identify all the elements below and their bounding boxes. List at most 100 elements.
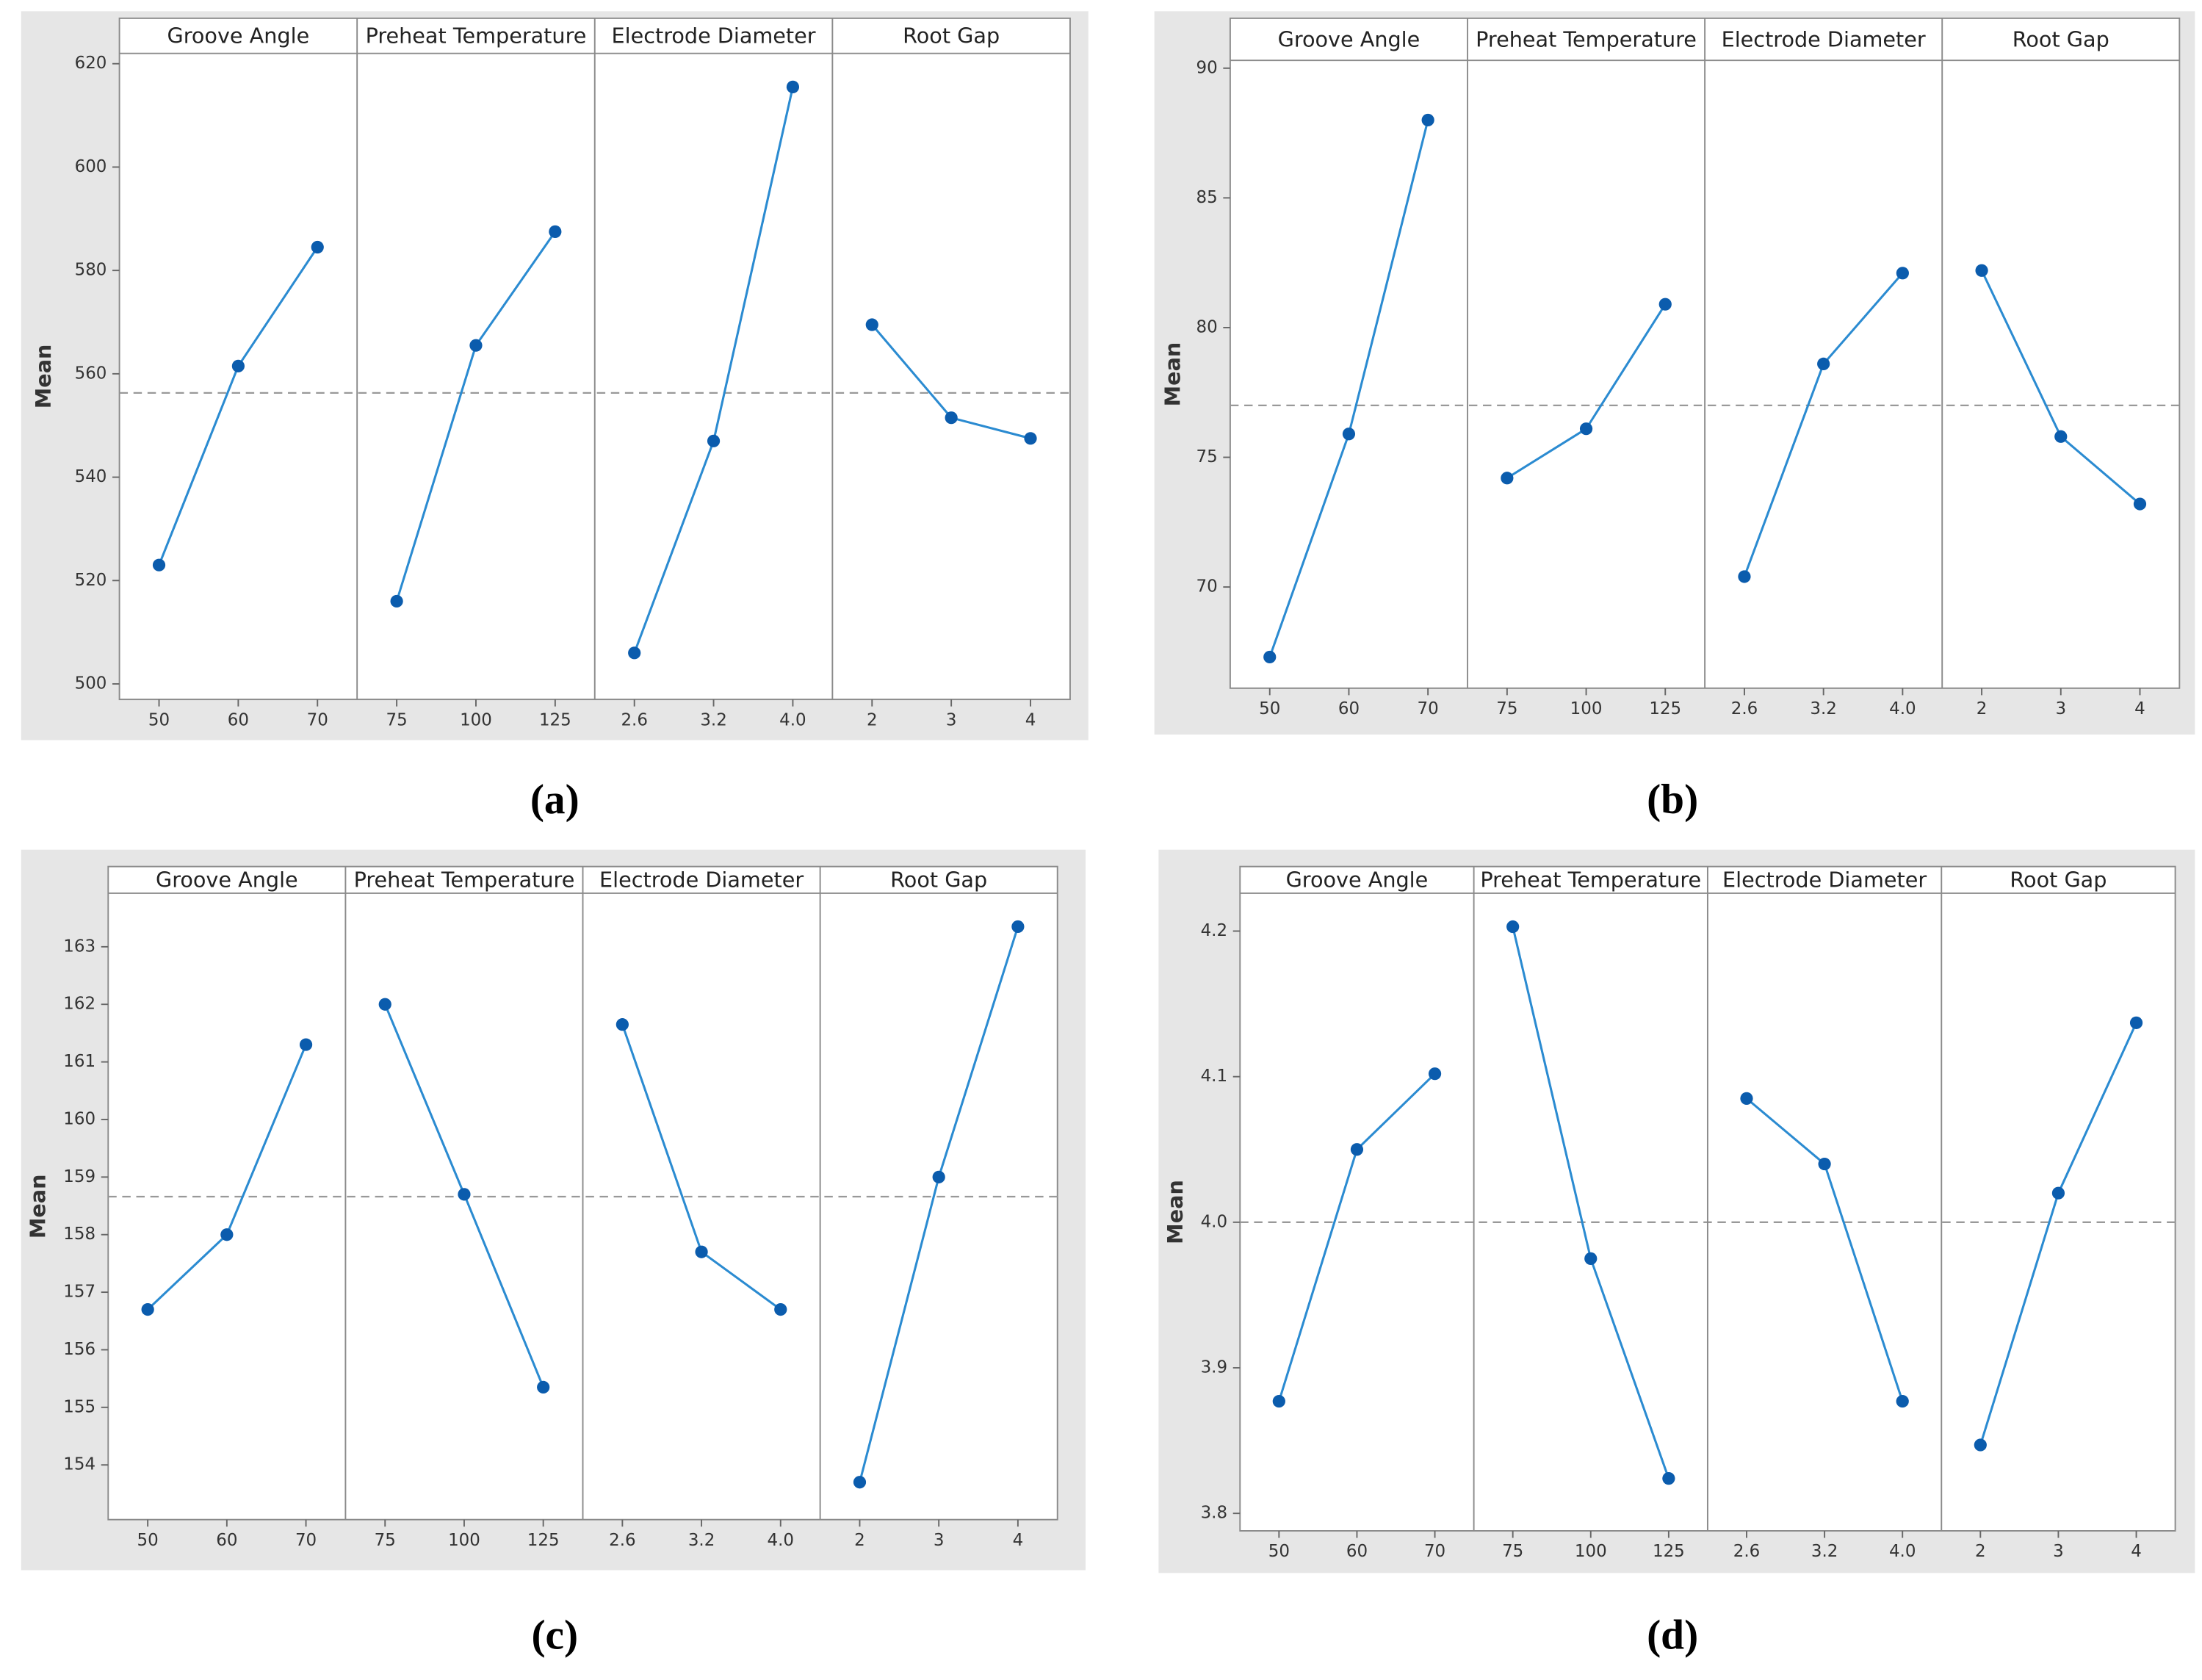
x-tick-label: 50	[137, 1531, 159, 1550]
x-tick-label: 2.6	[1733, 1542, 1760, 1561]
x-tick-label: 70	[295, 1531, 317, 1550]
y-tick-label: 4.1	[1201, 1067, 1227, 1086]
x-tick-label: 75	[1502, 1542, 1523, 1561]
y-tick-label: 85	[1196, 188, 1217, 207]
effect-point	[390, 594, 403, 608]
x-tick-label: 70	[1424, 1542, 1445, 1561]
effect-point	[616, 1018, 629, 1031]
effect-point	[2133, 497, 2147, 511]
effect-point	[1818, 1157, 1831, 1171]
caption: (a)	[530, 776, 580, 823]
effect-point	[1584, 1252, 1598, 1265]
panel-title: Root Gap	[890, 868, 987, 893]
x-tick-label: 3.2	[1810, 699, 1836, 718]
panel-title: Preheat Temperature	[366, 24, 587, 48]
effect-point	[1974, 1438, 1987, 1452]
x-tick-label: 2.6	[621, 710, 647, 729]
effect-point	[1817, 357, 1830, 370]
effect-point	[786, 80, 800, 93]
x-tick-label: 100	[448, 1531, 480, 1550]
x-tick-label: 100	[460, 710, 492, 729]
x-tick-label: 4.0	[779, 710, 806, 729]
effect-point	[152, 558, 166, 572]
y-tick-label: 70	[1196, 577, 1217, 596]
panel-title: Root Gap	[2013, 26, 2109, 51]
panel-title: Preheat Temperature	[354, 868, 575, 893]
y-axis-label: Mean	[1160, 342, 1185, 407]
x-tick-label: 4.0	[1889, 1542, 1916, 1561]
effect-point	[1740, 1092, 1753, 1105]
panel-title: Preheat Temperature	[1480, 868, 1701, 893]
x-tick-label: 2.6	[609, 1531, 635, 1550]
y-axis-label: Mean	[31, 345, 56, 409]
panel-title: Electrode Diameter	[599, 868, 804, 893]
y-tick-label: 154	[63, 1455, 95, 1474]
effect-point	[865, 318, 878, 331]
effect-point	[707, 434, 721, 447]
x-tick-label: 4	[2131, 1542, 2142, 1561]
effect-point	[1272, 1394, 1285, 1408]
effect-point	[1506, 920, 1520, 934]
y-tick-label: 158	[63, 1225, 95, 1244]
effect-point	[945, 411, 958, 425]
y-tick-label: 161	[63, 1052, 95, 1071]
effect-point	[1501, 472, 1514, 485]
effect-point	[299, 1038, 313, 1051]
x-tick-label: 4	[1013, 1531, 1024, 1550]
y-tick-label: 580	[75, 261, 107, 280]
x-tick-label: 2.6	[1731, 699, 1758, 718]
y-tick-label: 3.8	[1201, 1504, 1227, 1523]
y-tick-label: 90	[1196, 58, 1217, 77]
effect-point	[1428, 1067, 1442, 1081]
y-tick-label: 4.2	[1201, 921, 1227, 940]
x-tick-label: 3.2	[1811, 1542, 1838, 1561]
x-tick-label: 2	[867, 710, 878, 729]
y-tick-label: 80	[1196, 317, 1217, 336]
panel-title: Root Gap	[903, 24, 1000, 48]
x-tick-label: 3	[946, 710, 957, 729]
effect-point	[458, 1188, 471, 1201]
effect-point	[537, 1380, 550, 1394]
effect-point	[1738, 570, 1751, 583]
effect-point	[1896, 1394, 1909, 1408]
y-tick-label: 500	[75, 674, 107, 693]
y-tick-label: 155	[63, 1397, 95, 1416]
x-tick-label: 125	[1653, 1542, 1685, 1561]
x-tick-label: 125	[1649, 699, 1681, 718]
effect-point	[695, 1245, 708, 1258]
y-tick-label: 160	[63, 1109, 95, 1128]
effect-point	[378, 998, 391, 1011]
panel-title: Electrode Diameter	[1722, 868, 1927, 893]
effect-point	[220, 1228, 234, 1241]
caption: (d)	[1647, 1612, 1698, 1658]
x-tick-label: 100	[1570, 699, 1603, 718]
effect-point	[1263, 650, 1277, 664]
x-tick-label: 60	[228, 710, 249, 729]
y-tick-label: 4.0	[1201, 1212, 1227, 1231]
effect-point	[2129, 1016, 2143, 1029]
y-tick-label: 3.9	[1201, 1358, 1227, 1377]
x-tick-label: 50	[148, 710, 170, 729]
x-tick-label: 2	[854, 1531, 865, 1550]
effect-point	[1662, 1472, 1675, 1485]
x-tick-label: 4.0	[768, 1531, 794, 1550]
x-tick-label: 125	[539, 710, 571, 729]
effect-point	[853, 1476, 867, 1489]
x-tick-label: 60	[1346, 1542, 1368, 1561]
x-tick-label: 3	[2055, 699, 2066, 718]
y-tick-label: 560	[75, 364, 107, 383]
effect-point	[774, 1302, 787, 1316]
y-tick-label: 520	[75, 571, 107, 590]
panel-title: Groove Angle	[1286, 868, 1429, 893]
y-axis-label: Mean	[26, 1174, 51, 1239]
x-tick-label: 60	[1338, 699, 1360, 718]
y-tick-label: 157	[63, 1283, 95, 1302]
y-tick-label: 162	[63, 995, 95, 1014]
panel-title: Electrode Diameter	[1722, 26, 1926, 51]
y-tick-label: 156	[63, 1340, 95, 1359]
effect-point	[1342, 428, 1356, 441]
panel-title: Root Gap	[2010, 868, 2107, 893]
effect-point	[1658, 298, 1672, 311]
x-tick-label: 70	[307, 710, 328, 729]
effect-point	[1896, 267, 1909, 280]
